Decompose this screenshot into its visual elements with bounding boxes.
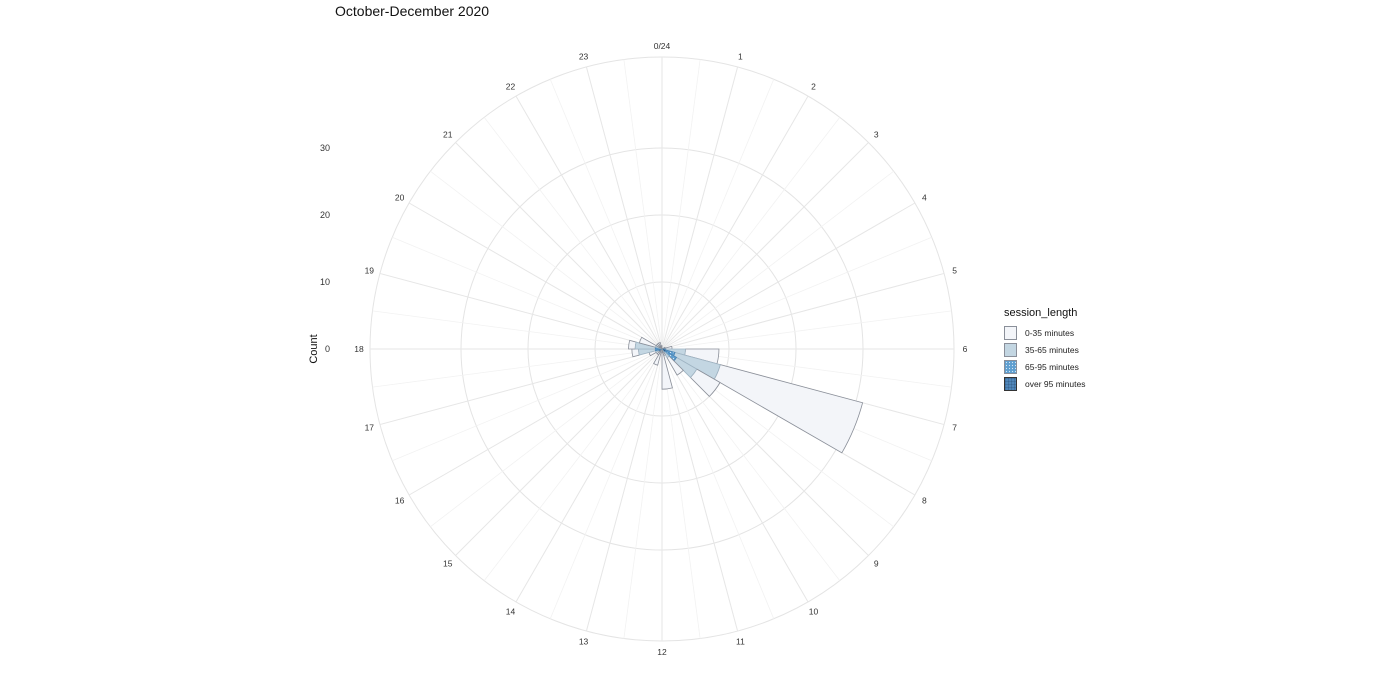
y-tick-label: 10 xyxy=(320,277,330,287)
y-tick-label: 30 xyxy=(320,143,330,153)
chart-title: October-December 2020 xyxy=(335,3,490,19)
y-tick-label: 20 xyxy=(320,210,330,220)
hour-tick-label: 18 xyxy=(354,344,364,354)
legend-label: 65-95 minutes xyxy=(1025,361,1079,372)
legend-label: over 95 minutes xyxy=(1025,378,1086,389)
grid-spoke-major xyxy=(585,348,663,632)
hour-tick-label: 2 xyxy=(811,82,816,92)
grid-spoke-major xyxy=(661,66,739,350)
grid-spoke-minor xyxy=(661,59,701,350)
grid-spoke-minor xyxy=(661,348,701,639)
grid-spoke-minor xyxy=(372,348,663,388)
bars-layer xyxy=(628,336,864,454)
hour-tick-label: 5 xyxy=(952,266,957,276)
legend-key-65-95 xyxy=(1004,359,1017,374)
grid-spoke-minor xyxy=(661,348,775,619)
grid-spoke-major xyxy=(515,348,663,603)
grid-spoke-minor xyxy=(430,348,663,528)
hour-tick-label: 13 xyxy=(579,637,589,647)
hour-tick-label: 14 xyxy=(506,606,516,616)
grid-spoke-minor xyxy=(483,348,663,581)
grid-spoke-minor xyxy=(392,236,663,350)
legend-item-0-35: 0-35 minutes xyxy=(1004,324,1085,341)
grid-spoke-major xyxy=(408,348,663,496)
y-axis: 0 10 20 30 Count xyxy=(308,143,330,364)
hour-tick-label: 11 xyxy=(736,637,745,647)
legend-title: session_length xyxy=(1004,307,1078,319)
grid-spoke-minor xyxy=(661,117,841,350)
grid-spoke-minor xyxy=(392,348,663,462)
grid-spoke-minor xyxy=(549,348,663,619)
grid-spoke-major xyxy=(661,348,809,603)
grid-spoke-major xyxy=(661,95,809,350)
hour-tick-label: 4 xyxy=(922,193,927,203)
grid-spoke-minor xyxy=(661,310,952,350)
hour-tick-label: 21 xyxy=(443,130,453,140)
hour-tick-label: 12 xyxy=(657,647,667,657)
grid-spoke-major xyxy=(661,348,739,632)
grid-layer xyxy=(369,56,955,642)
hour-tick-label: 8 xyxy=(922,496,927,506)
hour-tick-label: 23 xyxy=(579,51,589,61)
grid-spoke-minor xyxy=(430,170,663,350)
legend-label: 0-35 minutes xyxy=(1025,327,1075,338)
legend-item-35-65: 35-65 minutes xyxy=(1004,341,1085,358)
hour-tick-label: 1 xyxy=(738,51,743,61)
hour-tick-label: 3 xyxy=(874,130,879,140)
grid-spoke-major xyxy=(515,95,663,350)
grid-spoke-minor xyxy=(661,170,894,350)
grid-spoke-major xyxy=(661,272,945,350)
legend-label: 35-65 minutes xyxy=(1025,344,1079,355)
legend-item-65-95: 65-95 minutes xyxy=(1004,358,1085,375)
legend-key-35-65 xyxy=(1004,342,1017,357)
hour-tick-label: 9 xyxy=(874,558,879,568)
grid-spoke-minor xyxy=(549,79,663,350)
legend: session_length 0-35 minutes 35-65 minute… xyxy=(1004,307,1085,392)
grid-spoke-minor xyxy=(661,79,775,350)
hour-tick-label: 10 xyxy=(809,606,819,616)
grid-spoke-minor xyxy=(483,117,663,350)
grid-spoke-major xyxy=(661,202,916,350)
grid-spoke-major xyxy=(408,202,663,350)
legend-item-over-95: over 95 minutes xyxy=(1004,375,1085,392)
hour-tick-label: 7 xyxy=(952,422,957,432)
hour-tick-label: 0/24 xyxy=(654,41,671,51)
hour-tick-label: 17 xyxy=(365,422,375,432)
hour-tick-label: 6 xyxy=(963,344,968,354)
grid-spoke-minor xyxy=(623,348,663,639)
grid-spoke-minor xyxy=(661,348,841,581)
hour-tick-label: 15 xyxy=(443,558,453,568)
hour-tick-label: 22 xyxy=(506,82,516,92)
grid-spoke-minor xyxy=(372,310,663,350)
legend-key-over-95 xyxy=(1004,376,1017,391)
grid-spoke-minor xyxy=(661,236,932,350)
grid-spoke-major xyxy=(585,66,663,350)
grid-spoke-major xyxy=(455,348,663,556)
grid-spoke-major xyxy=(379,272,663,350)
grid-spoke-minor xyxy=(623,59,663,350)
labels-layer: 0/24123456789101112131415161718192021222… xyxy=(354,41,967,657)
legend-key-0-35 xyxy=(1004,325,1017,340)
hour-tick-label: 16 xyxy=(395,496,405,506)
y-axis-label: Count xyxy=(308,334,320,363)
hour-tick-label: 20 xyxy=(395,193,405,203)
hour-tick-label: 19 xyxy=(365,266,375,276)
grid-spoke-major xyxy=(379,348,663,426)
grid-spoke-major xyxy=(661,142,869,350)
bar-segment-0 xyxy=(660,345,663,350)
grid-spoke-major xyxy=(455,142,663,350)
bar-segment-0 xyxy=(661,348,673,390)
bar-segment-0 xyxy=(713,364,864,454)
y-tick-label: 0 xyxy=(325,344,330,354)
